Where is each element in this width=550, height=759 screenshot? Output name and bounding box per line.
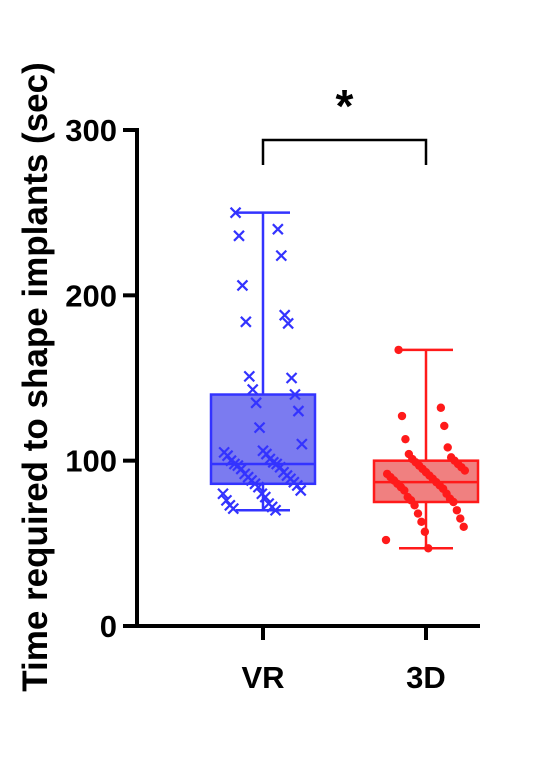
data-point [233, 230, 245, 242]
data-point [417, 517, 426, 527]
data-point [282, 317, 294, 330]
y-axis-label: Time required to shape implants (sec) [16, 62, 55, 692]
data-point [443, 443, 452, 452]
data-point [236, 279, 249, 292]
data-point [217, 487, 229, 500]
data-point [294, 484, 307, 497]
data-point [440, 421, 449, 431]
data-point [229, 206, 242, 219]
bracket-line [261, 138, 428, 165]
data-point [452, 506, 462, 515]
box-vr [209, 206, 317, 517]
data-point [227, 502, 240, 515]
data-point [252, 481, 265, 493]
data-point [250, 397, 262, 409]
data-point [272, 223, 284, 235]
x-tick-label: 3D [406, 660, 446, 695]
data-point [267, 456, 280, 469]
boxes [209, 206, 480, 553]
x-tick-label: VR [241, 660, 284, 695]
data-point [459, 522, 468, 531]
significance-bracket: * [261, 80, 428, 165]
data-point [394, 345, 403, 355]
data-point [240, 316, 252, 328]
data-point [228, 458, 241, 470]
data-point [292, 405, 305, 417]
y-tick-label: 0 [100, 609, 117, 644]
data-point [424, 544, 433, 553]
data-point [275, 249, 288, 262]
data-point [413, 509, 423, 518]
data-point [278, 309, 291, 321]
data-point [269, 504, 282, 517]
data-point [243, 370, 256, 383]
box-3d [372, 345, 480, 553]
data-point [259, 491, 272, 503]
data-point [436, 403, 446, 412]
data-point [289, 388, 301, 401]
data-point [296, 438, 308, 450]
data-point [456, 514, 465, 523]
significance-label: * [336, 80, 354, 132]
data-point [246, 383, 259, 396]
data-point [410, 501, 419, 510]
data-point [285, 372, 298, 384]
axes: 0 100 200 300 VR 3D [65, 113, 480, 695]
data-point [401, 434, 410, 444]
data-point [253, 421, 266, 434]
data-point [449, 497, 458, 507]
iqr-box [209, 393, 317, 486]
data-point [381, 535, 391, 545]
y-tick-label: 300 [65, 113, 117, 148]
data-point [420, 527, 430, 536]
data-point [460, 466, 470, 475]
data-point [397, 411, 407, 421]
y-tick-label: 200 [65, 278, 117, 313]
data-point [400, 486, 409, 495]
y-tick-label: 100 [65, 444, 117, 479]
